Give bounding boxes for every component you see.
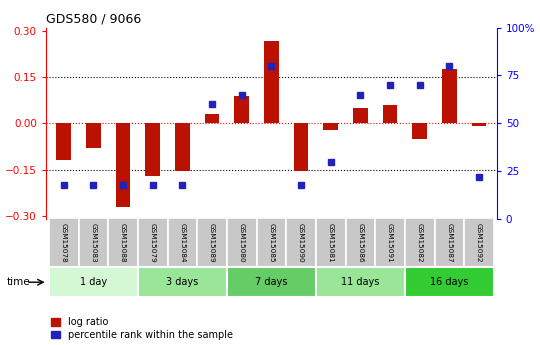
Text: 11 days: 11 days [341,277,380,287]
FancyBboxPatch shape [256,218,286,267]
FancyBboxPatch shape [405,267,494,297]
FancyBboxPatch shape [138,218,167,267]
Bar [264,41,279,123]
Bar [234,96,249,123]
FancyBboxPatch shape [108,218,138,267]
Text: GSM15085: GSM15085 [268,223,274,262]
FancyBboxPatch shape [227,267,316,297]
Text: GSM15082: GSM15082 [417,223,423,262]
Text: GSM15080: GSM15080 [239,223,245,262]
Text: GSM15090: GSM15090 [298,223,304,262]
FancyBboxPatch shape [138,267,227,297]
Text: GSM15089: GSM15089 [209,223,215,262]
Text: GSM15092: GSM15092 [476,223,482,262]
Text: GSM15081: GSM15081 [328,223,334,262]
Text: GSM15091: GSM15091 [387,223,393,262]
Text: GDS580 / 9066: GDS580 / 9066 [46,12,141,25]
FancyBboxPatch shape [78,218,108,267]
FancyBboxPatch shape [464,218,494,267]
Bar [86,123,101,148]
Text: 1 day: 1 day [80,277,107,287]
Text: GSM15083: GSM15083 [90,223,96,262]
Bar [145,123,160,176]
FancyBboxPatch shape [346,218,375,267]
Text: 16 days: 16 days [430,277,469,287]
Text: 3 days: 3 days [166,277,199,287]
FancyBboxPatch shape [167,218,197,267]
Bar [175,123,190,171]
FancyBboxPatch shape [316,267,405,297]
Bar [205,114,219,123]
FancyBboxPatch shape [435,218,464,267]
Text: 7 days: 7 days [255,277,287,287]
Bar [442,69,457,123]
FancyBboxPatch shape [49,267,138,297]
Bar [471,123,487,126]
Text: GSM15087: GSM15087 [447,223,453,262]
FancyBboxPatch shape [316,218,346,267]
Bar [353,108,368,123]
Bar [116,123,131,207]
Legend: log ratio, percentile rank within the sample: log ratio, percentile rank within the sa… [51,317,233,340]
FancyBboxPatch shape [405,218,435,267]
FancyBboxPatch shape [227,218,256,267]
Text: GSM15079: GSM15079 [150,223,156,262]
Bar [294,123,308,171]
Bar [56,123,71,160]
Bar [323,123,338,129]
Text: GSM15086: GSM15086 [357,223,363,262]
FancyBboxPatch shape [49,218,78,267]
Text: GSM15084: GSM15084 [179,223,185,262]
Bar [412,123,427,139]
FancyBboxPatch shape [286,218,316,267]
FancyBboxPatch shape [197,218,227,267]
Bar [383,105,397,123]
FancyBboxPatch shape [375,218,405,267]
Text: time: time [6,277,30,287]
Text: GSM15088: GSM15088 [120,223,126,262]
Text: GSM15078: GSM15078 [60,223,67,262]
